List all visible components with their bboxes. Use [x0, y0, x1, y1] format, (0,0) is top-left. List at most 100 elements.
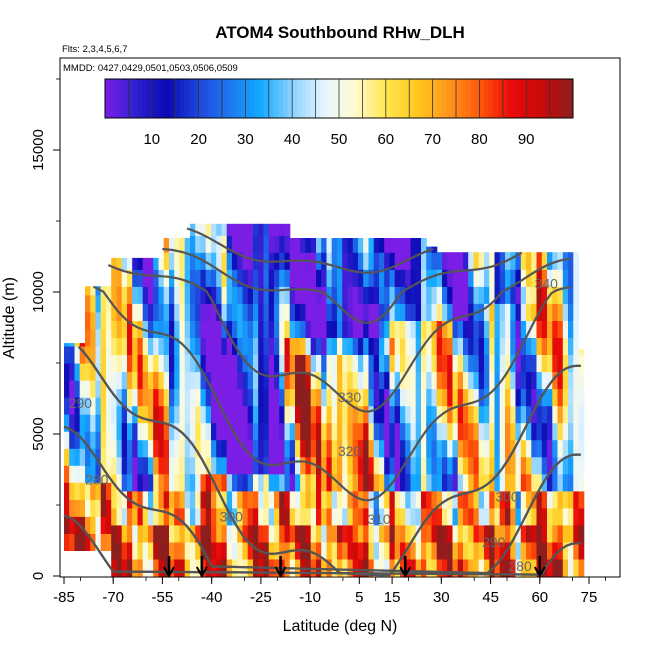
- heatmap-cell: [326, 405, 333, 424]
- heatmap-cell: [205, 235, 212, 253]
- heatmap-cell: [520, 559, 527, 577]
- heatmap-cell: [505, 422, 511, 441]
- heatmap-cell: [216, 422, 222, 441]
- contour-line: [63, 425, 581, 575]
- heatmap-cell: [562, 252, 569, 270]
- heatmap-cell: [169, 456, 175, 475]
- heatmap-cell: [568, 559, 574, 577]
- heatmap-cell: [300, 320, 306, 338]
- heatmap-cell: [557, 388, 564, 407]
- heatmap-cell: [216, 303, 222, 321]
- heatmap-cell: [547, 473, 553, 492]
- heatmap-cell: [515, 252, 522, 270]
- heatmap-cell: [526, 337, 532, 355]
- heatmap-cell: [148, 559, 154, 577]
- heatmap-cell: [237, 473, 243, 492]
- heatmap-cell: [90, 311, 96, 330]
- heatmap-cell: [169, 320, 175, 338]
- heatmap-cell: [541, 320, 548, 338]
- heatmap-cell: [389, 388, 396, 407]
- heatmap-cell: [85, 286, 91, 296]
- heatmap-cell: [436, 354, 443, 373]
- heatmap-cell: [426, 286, 432, 304]
- heatmap-cell: [174, 524, 180, 543]
- heatmap-cell: [468, 541, 474, 560]
- heatmap-cell: [431, 559, 438, 577]
- heatmap-cell: [258, 490, 264, 509]
- heatmap-cell: [515, 439, 522, 458]
- heatmap-cell: [331, 541, 338, 560]
- heatmap-cell: [153, 439, 159, 458]
- heatmap-cell: [158, 507, 165, 526]
- heatmap-cell: [127, 507, 133, 526]
- heatmap-cell: [137, 541, 144, 560]
- heatmap-cell: [547, 422, 553, 441]
- heatmap-cell: [237, 422, 243, 441]
- colorbar-segment: [175, 79, 181, 118]
- heatmap-cell: [85, 311, 91, 330]
- heatmap-cell: [463, 371, 469, 390]
- heatmap-cell: [389, 541, 396, 560]
- heatmap-cell: [436, 303, 443, 321]
- heatmap-cell: [295, 371, 301, 390]
- heatmap-cell: [400, 559, 406, 577]
- heatmap-cell: [69, 343, 75, 347]
- heatmap-cell: [473, 388, 480, 407]
- heatmap-cell: [142, 507, 149, 526]
- heatmap-cell: [289, 439, 296, 458]
- heatmap-cell: [337, 456, 343, 475]
- heatmap-cell: [447, 439, 453, 458]
- heatmap-cell: [557, 337, 564, 355]
- heatmap-cell: [289, 337, 296, 355]
- contour-label: 290: [69, 395, 93, 411]
- heatmap-cell: [337, 337, 343, 355]
- heatmap-cell: [100, 414, 107, 432]
- heatmap-cell: [242, 223, 249, 236]
- heatmap-cell: [494, 524, 501, 543]
- heatmap-cell: [520, 354, 527, 373]
- heatmap-cell: [368, 524, 375, 543]
- heatmap-cell: [205, 252, 212, 270]
- heatmap-cell: [405, 337, 411, 355]
- heatmap-cell: [473, 286, 480, 304]
- heatmap-cell: [232, 422, 238, 441]
- heatmap-cell: [363, 541, 369, 560]
- heatmap-cell: [127, 388, 133, 407]
- heatmap-cell: [363, 405, 369, 424]
- heatmap-cell: [100, 499, 107, 517]
- heatmap-cell: [232, 405, 238, 424]
- heatmap-cell: [520, 303, 527, 321]
- heatmap-cell: [116, 269, 123, 287]
- heatmap-cell: [216, 286, 222, 304]
- heatmap-cell: [510, 456, 517, 475]
- heatmap-cell: [463, 473, 469, 492]
- heatmap-cell: [394, 252, 401, 270]
- heatmap-cell: [158, 422, 165, 441]
- heatmap-cell: [520, 541, 527, 560]
- heatmap-cell: [284, 490, 291, 509]
- heatmap-cell: [132, 473, 138, 492]
- heatmap-cell: [368, 473, 375, 492]
- heatmap-cell: [400, 252, 406, 270]
- heatmap-cell: [331, 354, 338, 373]
- heatmap-cell: [326, 541, 333, 560]
- heatmap-cell: [326, 252, 333, 270]
- heatmap-cell: [499, 405, 506, 424]
- colorbar-segment: [170, 79, 176, 118]
- heatmap-cell: [347, 371, 354, 390]
- heatmap-cell: [400, 439, 406, 458]
- heatmap-cell: [284, 473, 291, 492]
- heatmap-cell: [520, 456, 527, 475]
- heatmap-cell: [158, 303, 165, 321]
- heatmap-cell: [142, 337, 149, 355]
- heatmap-cell: [389, 405, 396, 424]
- heatmap-cell: [100, 294, 107, 313]
- heatmap-cell: [468, 252, 474, 270]
- heatmap-cell: [158, 286, 165, 304]
- heatmap-cell: [148, 490, 154, 509]
- heatmap-cell: [137, 286, 144, 304]
- heatmap-cell: [379, 559, 385, 577]
- heatmap-cell: [347, 269, 354, 287]
- heatmap-cell: [552, 388, 559, 407]
- heatmap-cell: [316, 303, 322, 321]
